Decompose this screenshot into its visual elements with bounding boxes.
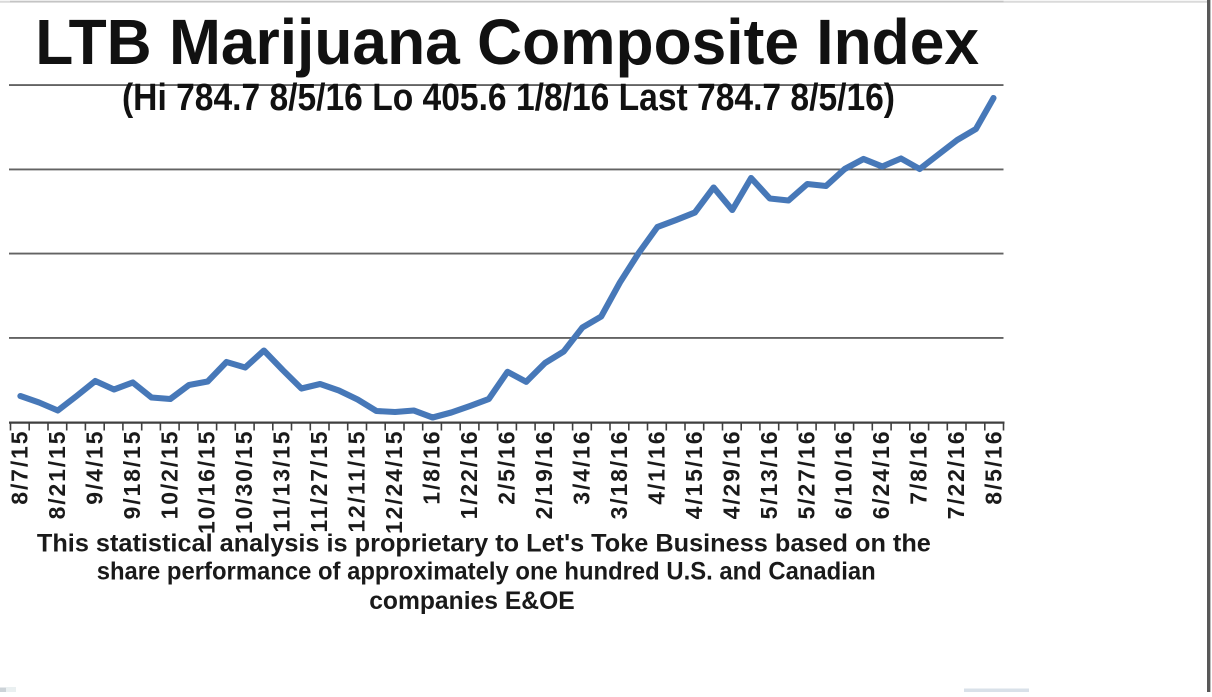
- svg-text:companies E&OE: companies E&OE: [369, 587, 575, 615]
- svg-text:1/8/16: 1/8/16: [419, 432, 445, 505]
- svg-text:7/22/16: 7/22/16: [943, 432, 969, 520]
- svg-text:(Hi 784.7 8/5/16 Lo 405.6 1/8/: (Hi 784.7 8/5/16 Lo 405.6 1/8/16 Last 78…: [122, 77, 895, 119]
- svg-text:3/18/16: 3/18/16: [606, 432, 632, 520]
- svg-text:10/30/15: 10/30/15: [231, 431, 257, 534]
- svg-text:5/13/16: 5/13/16: [756, 432, 782, 520]
- svg-text:8/7/15: 8/7/15: [6, 431, 32, 504]
- svg-text:6/10/16: 6/10/16: [831, 432, 857, 520]
- svg-text:11/13/15: 11/13/15: [269, 431, 295, 532]
- svg-text:2/19/16: 2/19/16: [531, 432, 557, 520]
- svg-text:5/27/16: 5/27/16: [793, 432, 819, 520]
- svg-text:2/5/16: 2/5/16: [494, 432, 520, 505]
- svg-text:This statistical analysis is p: This statistical analysis is proprietary…: [37, 529, 931, 557]
- svg-text:LTB Marijuana Composite Index: LTB Marijuana Composite Index: [35, 6, 979, 78]
- svg-text:4/15/16: 4/15/16: [681, 432, 707, 520]
- svg-text:1/22/16: 1/22/16: [456, 432, 482, 520]
- svg-text:8/5/16: 8/5/16: [981, 432, 1007, 505]
- svg-text:4/1/16: 4/1/16: [643, 432, 669, 505]
- svg-text:6/24/16: 6/24/16: [868, 432, 894, 520]
- svg-text:9/4/15: 9/4/15: [81, 431, 107, 504]
- svg-text:3/4/16: 3/4/16: [568, 432, 594, 505]
- svg-text:12/11/15: 12/11/15: [344, 431, 370, 532]
- svg-text:4/29/16: 4/29/16: [718, 432, 744, 520]
- svg-text:11/27/15: 11/27/15: [306, 431, 332, 532]
- svg-text:share performance of approxima: share performance of approximately one h…: [97, 558, 876, 586]
- svg-text:10/16/15: 10/16/15: [194, 431, 220, 534]
- svg-text:7/8/16: 7/8/16: [906, 432, 932, 505]
- svg-text:12/24/15: 12/24/15: [381, 431, 407, 534]
